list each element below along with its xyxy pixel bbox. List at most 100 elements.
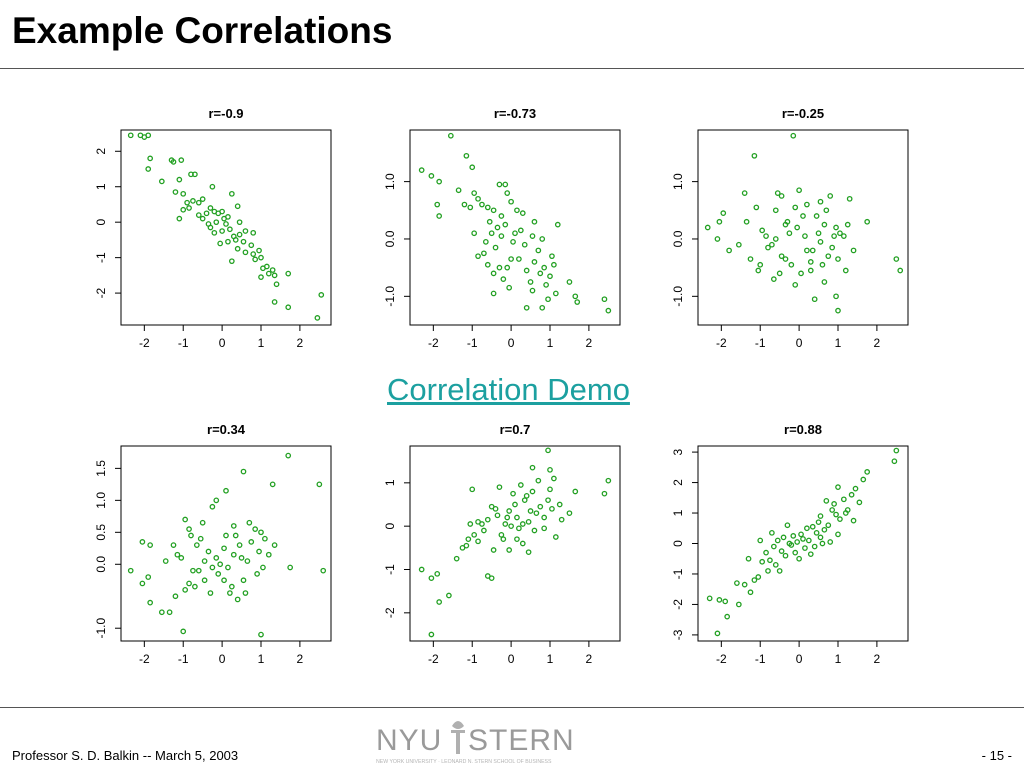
x-tick-label: 1: [835, 336, 842, 350]
data-point: [809, 247, 816, 254]
data-point: [535, 477, 542, 484]
data-point: [225, 238, 231, 245]
plot-frame: [409, 129, 621, 326]
data-point: [316, 481, 323, 488]
data-point: [492, 244, 499, 251]
data-point: [127, 567, 134, 574]
data-point: [792, 549, 799, 556]
data-point: [574, 299, 581, 305]
data-point: [786, 230, 793, 237]
data-point: [271, 299, 278, 305]
plot-title: r=0.7: [500, 422, 531, 437]
correlation-demo-link[interactable]: Correlation Demo: [387, 372, 630, 407]
data-point: [537, 503, 544, 510]
x-tick-label: 0: [508, 336, 515, 350]
y-tick-label: -1.0: [383, 286, 397, 307]
y-tick-label: -1.0: [94, 618, 108, 639]
data-point: [825, 253, 832, 260]
x-tick-label: 1: [547, 652, 554, 666]
data-point: [172, 189, 179, 195]
x-tick-label: -1: [178, 652, 189, 666]
data-point: [751, 577, 758, 583]
data-point: [772, 207, 779, 214]
data-point: [720, 210, 727, 217]
data-point: [207, 590, 214, 596]
data-point: [860, 476, 867, 483]
data-point: [506, 547, 513, 553]
data-point: [891, 458, 898, 465]
scatter-plot-5: r=0.7 -2 -1 0 1 2 -2 -1 0 1: [383, 422, 621, 666]
data-point: [835, 531, 841, 538]
y-tick-label: 3: [671, 448, 685, 455]
x-tick-label: 0: [796, 336, 803, 350]
y-tick-label: 0.5: [94, 524, 108, 541]
data-point: [519, 210, 526, 217]
data-point: [743, 218, 750, 225]
data-point: [549, 505, 555, 512]
y-tick-label: -1: [383, 564, 397, 575]
y-tick-label: 2: [671, 479, 685, 486]
data-point: [170, 159, 177, 165]
data-point: [716, 218, 723, 225]
data-point: [811, 296, 818, 303]
data-point: [227, 226, 233, 233]
data-point: [529, 287, 536, 294]
data-point: [207, 205, 214, 211]
x-tick-label: 1: [258, 336, 265, 350]
data-point: [446, 592, 452, 599]
data-point: [314, 315, 321, 321]
data-point: [778, 253, 785, 260]
data-point: [547, 273, 553, 280]
data-point: [539, 236, 546, 242]
data-point: [484, 573, 491, 579]
data-point: [481, 250, 487, 257]
scatter-plot-3: r=-0.25 -2 -1 0 1 2 -1.0 0.0 1.0: [671, 106, 909, 350]
data-point: [770, 543, 777, 550]
data-point: [285, 452, 292, 459]
data-point: [418, 167, 425, 173]
data-point: [547, 466, 553, 473]
data-point: [819, 261, 826, 268]
data-point: [436, 599, 443, 605]
data-point: [829, 507, 836, 513]
data-point: [566, 510, 573, 517]
data-point: [541, 525, 548, 532]
data-point: [250, 229, 257, 236]
data-point: [714, 236, 721, 242]
x-tick-label: 0: [796, 652, 803, 666]
data-point: [147, 599, 154, 606]
data-point: [242, 249, 249, 256]
x-tick-label: 2: [874, 336, 881, 350]
plot-title: r=-0.73: [494, 106, 536, 121]
data-point: [552, 534, 559, 540]
data-point: [228, 258, 235, 265]
data-point: [475, 253, 481, 260]
data-point: [170, 542, 177, 548]
data-point: [792, 204, 799, 211]
data-point: [180, 628, 187, 635]
svg-text:STERN: STERN: [468, 724, 575, 757]
y-tick-label: 0.0: [671, 230, 685, 247]
data-point: [201, 558, 208, 564]
data-point: [162, 558, 169, 564]
data-point: [502, 221, 509, 228]
data-point: [770, 276, 777, 282]
data-point: [790, 132, 797, 139]
x-tick-label: -2: [716, 652, 727, 666]
data-point: [504, 514, 511, 521]
data-point: [541, 514, 548, 521]
data-point: [893, 447, 900, 454]
x-tick-label: 2: [297, 336, 304, 350]
data-point: [260, 564, 266, 571]
data-point: [833, 293, 839, 300]
x-tick-label: 1: [258, 652, 265, 666]
data-point: [463, 152, 470, 159]
data-point: [798, 531, 804, 538]
data-point: [897, 267, 904, 274]
x-tick-label: -1: [467, 336, 478, 350]
x-tick-label: -1: [178, 336, 189, 350]
data-point: [835, 256, 841, 262]
data-point: [434, 570, 441, 577]
data-point: [549, 253, 555, 260]
data-point: [864, 469, 871, 475]
